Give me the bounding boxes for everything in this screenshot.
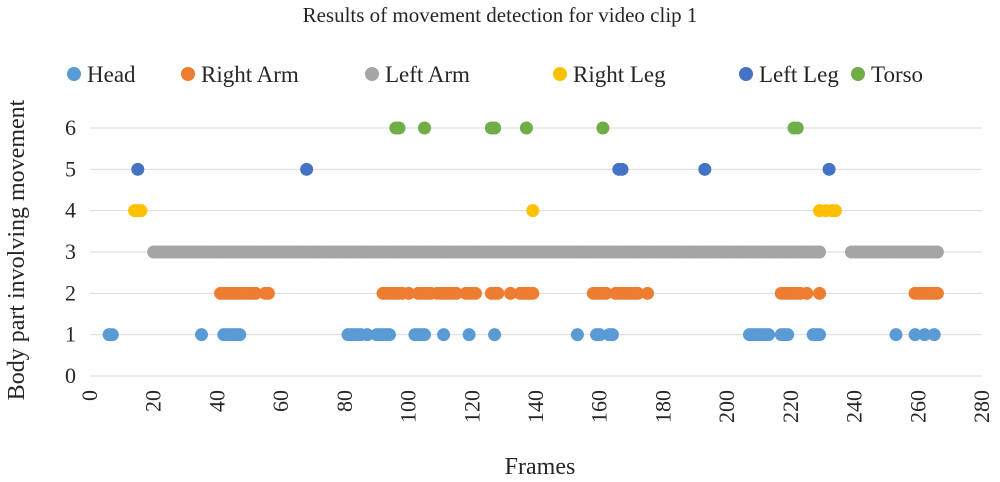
point-right-arm [249, 286, 263, 300]
point-head [570, 328, 584, 342]
point-torso [392, 121, 406, 135]
x-tick-label: 60 [268, 390, 293, 412]
point-head [593, 328, 607, 342]
point-right-leg [828, 204, 842, 218]
y-tick-label: 6 [65, 115, 76, 140]
x-tick-label: 20 [141, 390, 166, 412]
point-left-arm [930, 245, 944, 259]
point-left-leg [615, 162, 629, 176]
point-head [418, 328, 431, 342]
point-head [908, 328, 922, 342]
point-head [105, 328, 119, 342]
legend-item-right-leg: Right Leg [553, 62, 666, 87]
point-right-arm [930, 286, 944, 300]
x-tick-label: 0 [77, 390, 102, 401]
y-tick-label: 0 [65, 363, 76, 388]
chart-title: Results of movement detection for video … [303, 3, 698, 27]
point-right-arm [449, 286, 463, 300]
point-right-arm [468, 286, 482, 300]
x-tick-label: 80 [332, 390, 357, 412]
point-left-leg [698, 162, 712, 176]
y-tick-label: 1 [65, 322, 76, 347]
legend-marker [553, 67, 567, 81]
x-tick-label: 240 [842, 390, 867, 423]
point-right-arm [813, 286, 827, 300]
point-torso [596, 121, 610, 135]
point-head [462, 328, 476, 342]
legend-item-torso: Torso [851, 62, 923, 87]
legend: Head Right Arm Left Arm Right Leg Left Leg To… [67, 62, 923, 87]
x-tick-label: 220 [778, 390, 803, 423]
point-right-arm [402, 286, 416, 300]
y-axis-label: Body part involving movement [4, 99, 30, 400]
point-torso [488, 121, 502, 135]
legend-label: Left Leg [759, 62, 839, 87]
point-right-arm [800, 286, 814, 300]
point-torso [519, 121, 533, 135]
point-head [927, 328, 941, 342]
legend-label: Right Leg [573, 62, 666, 87]
point-head [382, 328, 396, 342]
point-head [437, 328, 451, 342]
point-left-leg [300, 162, 314, 176]
legend-item-right-arm: Right Arm [181, 62, 299, 87]
x-tick-label: 100 [396, 390, 421, 423]
x-tick-label: 160 [587, 390, 612, 423]
point-right-arm [641, 286, 654, 300]
legend-label: Left Arm [385, 62, 470, 87]
point-left-leg [822, 162, 836, 176]
legend-label: Torso [871, 62, 923, 87]
x-tick-label: 180 [650, 390, 675, 423]
point-head [488, 328, 502, 342]
legend-marker [851, 67, 865, 81]
point-torso [418, 121, 431, 135]
legend-item-head: Head [67, 62, 136, 87]
point-left-leg [131, 162, 145, 176]
point-head [813, 328, 827, 342]
legend-marker [181, 67, 195, 81]
x-tick-label: 140 [523, 390, 548, 423]
legend-label: Right Arm [201, 62, 299, 87]
x-tick-labels: 0 20 40 60 80 100 120 140 160 180 200 220 240 260 280 [77, 390, 994, 423]
legend-marker [365, 67, 379, 81]
data-points [102, 121, 944, 342]
x-axis-label: Frames [505, 454, 576, 480]
legend-item-left-arm: Left Arm [365, 62, 470, 87]
legend-marker [67, 67, 81, 81]
point-torso [790, 121, 804, 135]
point-head [195, 328, 208, 342]
x-tick-label: 40 [204, 390, 229, 412]
point-right-arm [504, 286, 518, 300]
point-head [889, 328, 903, 342]
point-right-arm [261, 286, 275, 300]
legend-marker [739, 67, 753, 81]
point-right-arm [491, 286, 505, 300]
point-right-leg [526, 204, 540, 218]
point-right-arm [631, 286, 645, 300]
point-right-arm [599, 286, 613, 300]
x-tick-label: 200 [714, 390, 739, 423]
y-tick-labels: 0 1 2 3 4 5 6 [65, 115, 76, 388]
x-tick-label: 120 [459, 390, 484, 423]
point-head [781, 328, 795, 342]
y-tick-label: 4 [65, 198, 76, 223]
point-left-arm [813, 245, 827, 259]
point-head [605, 328, 619, 342]
legend-item-left-leg: Left Leg [739, 62, 839, 87]
x-tick-label: 280 [969, 390, 994, 423]
point-right-arm [526, 286, 540, 300]
legend-label: Head [87, 62, 136, 87]
y-tick-label: 3 [65, 239, 76, 264]
point-right-leg [134, 204, 148, 218]
point-head [918, 328, 932, 342]
point-head [360, 328, 374, 342]
y-tick-label: 2 [65, 280, 76, 305]
point-head [233, 328, 247, 342]
point-head [762, 328, 776, 342]
x-tick-label: 260 [905, 390, 930, 423]
y-tick-label: 5 [65, 156, 76, 181]
